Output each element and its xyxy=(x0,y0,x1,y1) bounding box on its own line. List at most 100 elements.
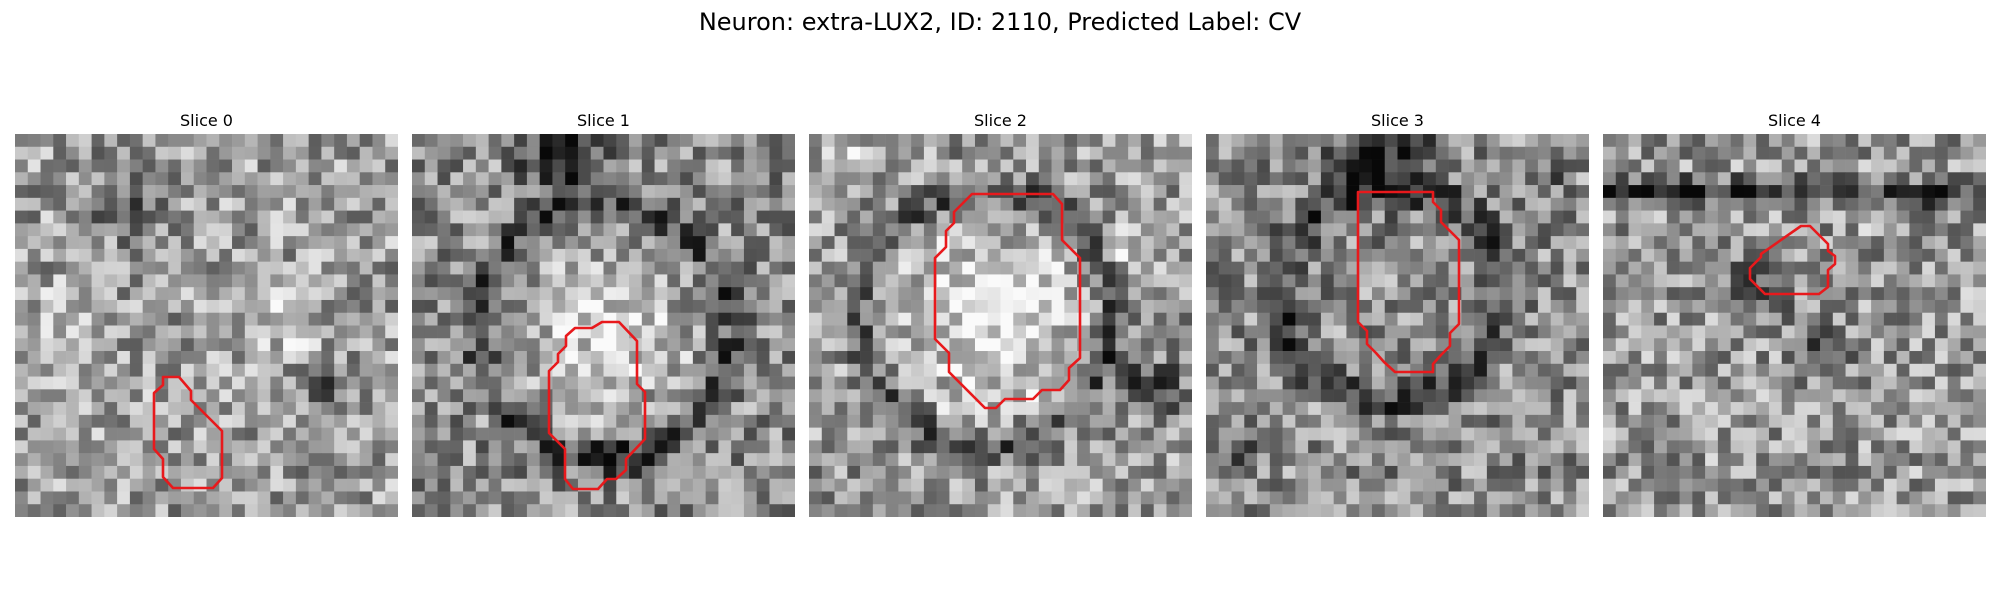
pixel xyxy=(705,248,719,262)
pixel xyxy=(475,159,489,173)
pixel xyxy=(244,325,258,339)
pixel xyxy=(1269,312,1283,326)
pixel xyxy=(321,351,335,365)
pixel xyxy=(129,312,143,326)
pixel xyxy=(1654,299,1668,314)
pixel xyxy=(1756,274,1770,288)
pixel xyxy=(1525,299,1539,314)
pixel xyxy=(1423,210,1437,224)
pixel xyxy=(1960,414,1974,428)
pixel xyxy=(1960,146,1974,160)
pixel xyxy=(526,402,540,416)
pixel xyxy=(577,299,592,314)
pixel xyxy=(821,185,835,199)
pixel xyxy=(1845,185,1859,199)
pixel xyxy=(1883,325,1897,339)
pixel xyxy=(117,453,131,467)
pixel xyxy=(1231,402,1245,416)
pixel xyxy=(1717,453,1731,467)
pixel xyxy=(949,261,963,275)
pixel xyxy=(692,363,706,377)
pixel xyxy=(15,287,29,301)
pixel xyxy=(1038,325,1052,339)
pixel xyxy=(232,223,246,237)
pixel xyxy=(1089,299,1103,314)
pixel xyxy=(1641,414,1655,428)
pixel xyxy=(424,261,438,275)
pixel xyxy=(91,351,105,365)
pixel xyxy=(1576,504,1589,517)
pixel xyxy=(616,389,630,403)
pixel xyxy=(692,236,706,250)
pixel xyxy=(232,236,246,250)
pixel xyxy=(1883,223,1897,237)
pixel xyxy=(463,491,477,505)
pixel xyxy=(1768,504,1783,517)
pixel xyxy=(1537,261,1551,275)
pixel xyxy=(53,223,67,237)
pixel xyxy=(206,453,220,467)
pixel xyxy=(1628,389,1642,403)
pixel xyxy=(168,491,182,505)
pixel xyxy=(142,299,156,314)
pixel xyxy=(1257,363,1271,377)
pixel xyxy=(1371,223,1386,237)
pixel xyxy=(206,185,220,199)
pixel xyxy=(1550,236,1564,250)
pixel xyxy=(1820,248,1834,262)
pixel xyxy=(1537,299,1551,314)
pixel xyxy=(718,185,732,199)
pixel xyxy=(1781,465,1795,479)
pixel xyxy=(1641,134,1655,148)
pixel xyxy=(1934,248,1948,262)
pixel xyxy=(1973,172,1986,186)
pixel xyxy=(1077,504,1091,517)
pixel xyxy=(488,363,502,377)
pixel xyxy=(680,376,694,390)
pixel xyxy=(372,134,386,148)
pixel xyxy=(1576,440,1589,454)
pixel xyxy=(117,274,131,288)
pixel xyxy=(193,159,207,173)
pixel xyxy=(949,351,963,365)
pixel xyxy=(821,414,835,428)
pixel xyxy=(1909,389,1923,403)
pixel xyxy=(1666,299,1680,314)
pixel xyxy=(1512,363,1526,377)
pixel xyxy=(1563,338,1577,352)
pixel xyxy=(1871,351,1885,365)
pixel xyxy=(718,223,732,237)
pixel xyxy=(1206,197,1220,211)
pixel xyxy=(1038,134,1052,148)
pixel xyxy=(1115,274,1129,288)
pixel xyxy=(1282,351,1296,365)
pixel xyxy=(475,402,489,416)
pixel xyxy=(936,134,950,148)
pixel xyxy=(1781,248,1795,262)
pixel xyxy=(1641,287,1655,301)
pixel xyxy=(1628,299,1642,314)
pixel xyxy=(1102,185,1116,199)
pixel xyxy=(667,159,681,173)
pixel xyxy=(603,376,617,390)
pixel xyxy=(743,312,757,326)
pixel xyxy=(898,491,912,505)
pixel xyxy=(1730,478,1744,492)
pixel xyxy=(308,491,322,505)
pixel xyxy=(1871,325,1885,339)
pixel xyxy=(923,453,937,467)
pixel xyxy=(1371,414,1386,428)
pixel xyxy=(1756,185,1770,199)
pixel xyxy=(1563,325,1577,339)
pixel xyxy=(1641,491,1655,505)
pixel xyxy=(860,185,874,199)
pixel xyxy=(1781,363,1795,377)
pixel xyxy=(667,440,681,454)
pixel xyxy=(1320,453,1334,467)
pixel xyxy=(603,389,617,403)
pixel xyxy=(1461,325,1475,339)
pixel xyxy=(295,223,309,237)
pixel xyxy=(193,299,207,314)
pixel xyxy=(450,376,464,390)
pixel xyxy=(1166,325,1180,339)
